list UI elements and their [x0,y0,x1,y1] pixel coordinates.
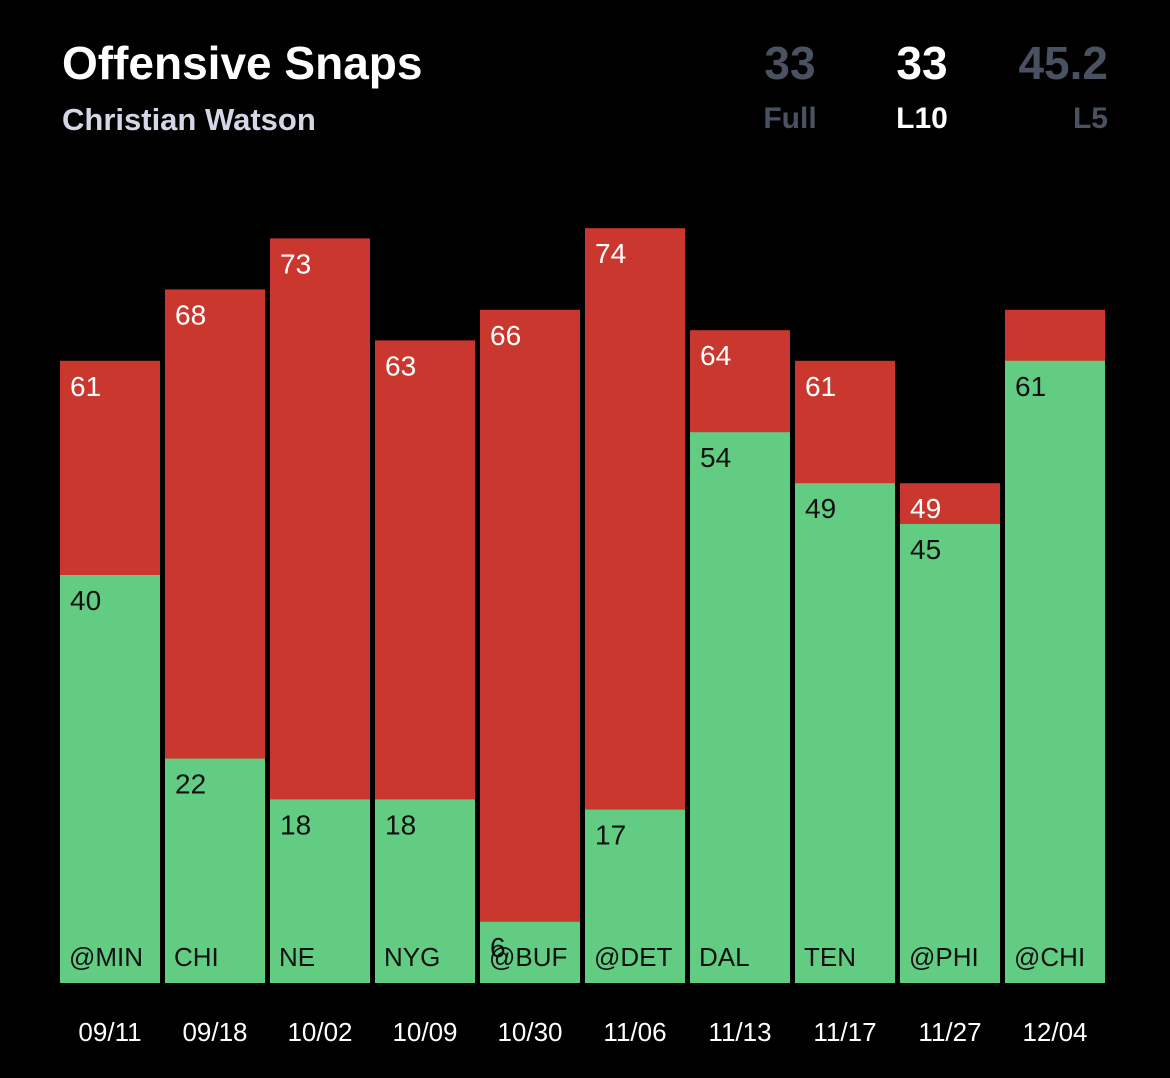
opponent-label: @BUF [489,942,567,972]
stat-l5: 45.2 L5 [992,36,1122,136]
opponent-label: TEN [804,942,856,972]
date-tick-label: 11/17 [813,1017,876,1047]
date-tick-label: 11/27 [918,1017,981,1047]
player-snaps-label: 17 [595,820,626,851]
team-snaps-bar [480,309,580,983]
stat-l10: 33 L10 [872,36,972,136]
player-snaps-label: 61 [1015,371,1046,402]
opponent-label: @MIN [69,942,143,972]
team-snaps-label: 73 [280,248,311,279]
stat-l5-value: 45.2 [1018,37,1108,89]
team-snaps-label: 49 [910,493,941,524]
player-snaps-label: 40 [70,585,101,616]
team-snaps-label: 74 [595,238,626,269]
team-snaps-label: 61 [805,371,836,402]
date-tick-label: 11/13 [708,1017,771,1047]
opponent-label: NYG [384,942,440,972]
player-name: Christian Watson [62,102,316,137]
chart-title: Offensive Snaps [62,37,423,89]
player-snaps-bar [165,758,265,983]
player-snaps-bar [60,575,160,983]
date-tick-label: 10/02 [287,1017,352,1047]
opponent-label: @DET [594,942,673,972]
player-snaps-bar [585,809,685,983]
date-tick-label: 10/09 [392,1017,457,1047]
player-snaps-bar [900,524,1000,983]
player-snaps-label: 45 [910,534,941,565]
date-tick-label: 12/04 [1022,1017,1087,1047]
opponent-label: @CHI [1014,942,1085,972]
team-snaps-label: 66 [490,320,521,351]
player-snaps-bar [270,799,370,983]
player-snaps-bar [480,921,580,983]
stat-l5-label: L5 [1072,102,1108,135]
opponent-label: CHI [174,942,219,972]
stat-full-value: 33 [764,37,816,89]
date-tick-label: 09/18 [182,1017,247,1047]
player-snaps-label: 54 [700,442,731,473]
player-snaps-label: 18 [385,809,416,840]
player-snaps-label: 22 [175,769,206,800]
date-tick-label: 10/30 [497,1017,562,1047]
stat-full: 33 Full [740,36,840,136]
opponent-label: @PHI [909,942,979,972]
team-snaps-label: 61 [70,371,101,402]
player-snaps-bar [375,799,475,983]
stat-l10-value: 33 [896,37,948,89]
player-snaps-label: 6 [490,932,506,963]
player-snaps-bar [1005,360,1105,983]
player-snaps-bar [690,432,790,983]
stat-full-label: Full [763,102,817,135]
date-tick-label: 09/11 [78,1017,141,1047]
stat-l10-label: L10 [896,102,948,135]
opponent-label: NE [279,942,315,972]
date-tick-label: 11/06 [603,1017,666,1047]
team-snaps-label: 63 [385,350,416,381]
opponent-label: DAL [699,942,750,972]
team-snaps-label: 64 [700,340,731,371]
team-snaps-label: 68 [175,299,206,330]
player-snaps-bar [795,483,895,983]
player-snaps-label: 18 [280,809,311,840]
player-snaps-label: 49 [805,493,836,524]
